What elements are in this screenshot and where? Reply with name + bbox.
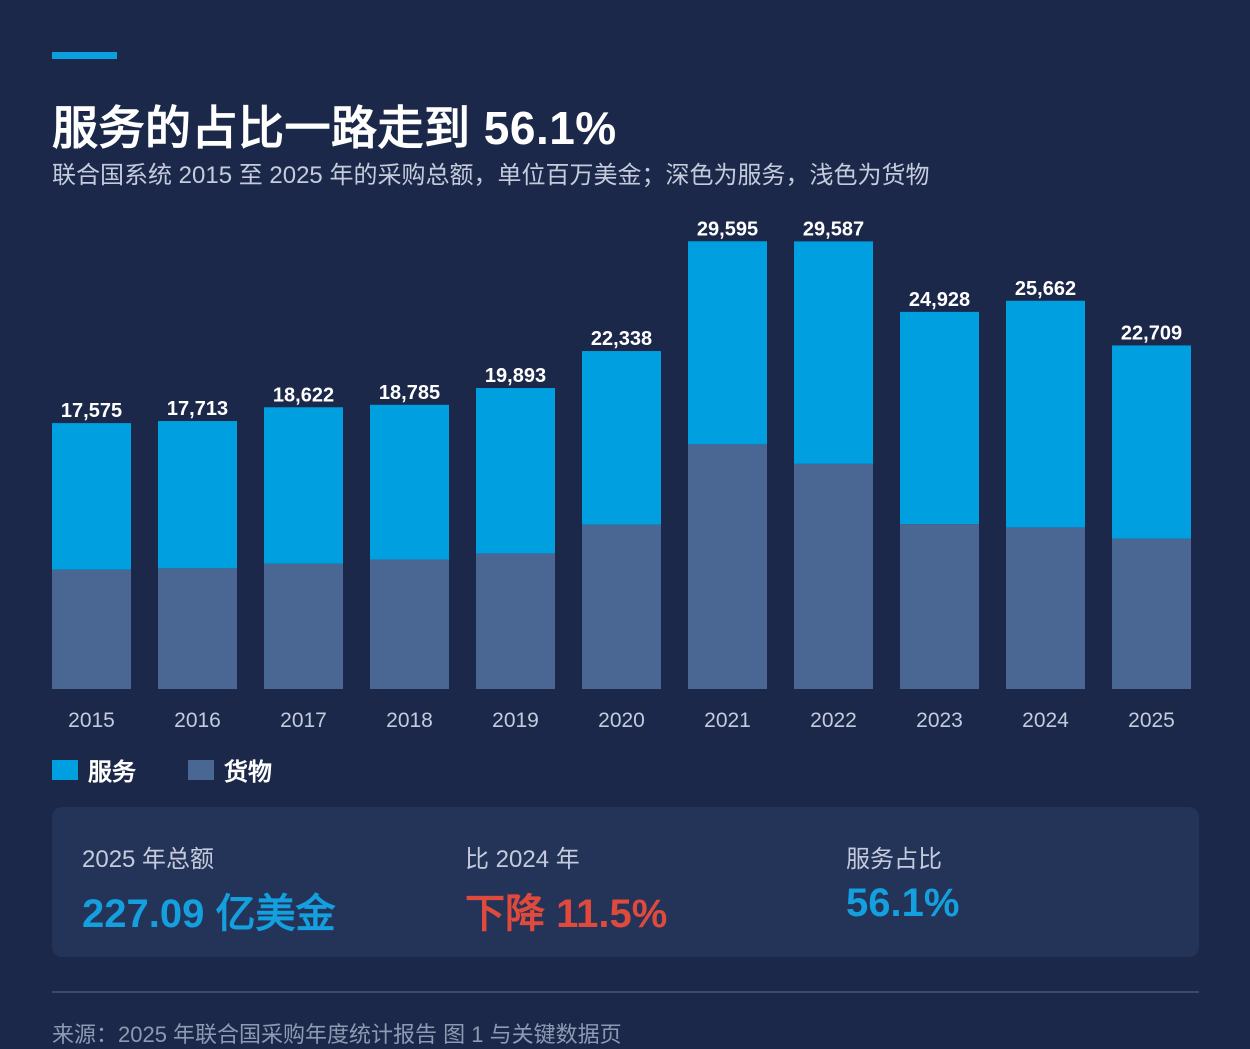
x-tick-label-2025: 2025 [1128,709,1175,732]
legend: 服务 货物 [52,752,324,787]
bar-services-2021 [688,241,767,445]
accent-bar [52,52,117,59]
bar-services-2020 [582,351,661,525]
bar-services-2025 [1112,345,1191,539]
stat-share-value: 56.1% [846,881,960,925]
stacked-bar-chart: 17,575 2015 17,713 2016 18,622 2017 18,785 2018… [52,218,1191,732]
bar-goods-2016 [158,568,237,689]
stat-total-label: 2025 年总额 [82,846,215,873]
stat-total-value: 227.09 亿美金 [82,892,336,936]
x-tick-label-2017: 2017 [280,709,327,732]
legend-item-services: 服务 [52,752,136,787]
source-note: 来源：2025 年联合国采购年度统计报告 图 1 与关键数据页 [52,1022,622,1047]
bar-goods-2020 [582,524,661,689]
legend-swatch-goods [188,759,214,780]
total-label-2024: 25,662 [1015,278,1076,300]
total-label-2020: 22,338 [591,328,652,350]
x-tick-label-2020: 2020 [598,709,645,732]
total-label-2018: 18,785 [379,382,440,404]
stat-share-label: 服务占比 [846,846,942,873]
total-label-2019: 19,893 [485,365,546,387]
stat-change-label: 比 2024 年 [465,846,580,873]
legend-item-goods: 货物 [188,752,272,787]
bar-services-2019 [476,388,555,554]
chart-subtitle: 联合国系统 2015 至 2025 年的采购总额，单位百万美金；深色为服务，浅色… [52,162,930,189]
footer-divider [52,991,1199,993]
x-tick-label-2023: 2023 [916,709,963,732]
x-tick-label-2016: 2016 [174,709,221,732]
bar-goods-2023 [900,524,979,689]
bar-services-2024 [1006,300,1085,528]
bar-goods-2021 [688,444,767,689]
legend-label-goods: 货物 [224,759,272,786]
legend-label-services: 服务 [88,759,136,786]
stat-change-value: 下降 11.5% [465,892,668,936]
x-tick-label-2021: 2021 [704,709,751,732]
total-label-2017: 18,622 [273,384,334,406]
bar-services-2023 [900,311,979,525]
total-label-2023: 24,928 [909,289,970,311]
bar-services-2016 [158,421,237,569]
x-tick-label-2015: 2015 [68,709,115,732]
x-tick-label-2019: 2019 [492,709,539,732]
total-label-2016: 17,713 [167,398,228,420]
bar-services-2022 [794,241,873,464]
bar-goods-2018 [370,559,449,689]
x-tick-label-2024: 2024 [1022,709,1069,732]
legend-swatch-services [52,759,78,780]
bar-goods-2024 [1006,527,1085,689]
total-label-2022: 29,587 [803,218,864,240]
bar-goods-2019 [476,553,555,689]
total-label-2025: 22,709 [1121,322,1182,344]
chart-title: 服务的占比一路走到 56.1% [52,102,617,154]
bar-goods-2015 [52,569,131,689]
total-label-2021: 29,595 [697,218,758,240]
bar-services-2017 [264,407,343,564]
bar-goods-2017 [264,563,343,689]
bar-services-2018 [370,404,449,560]
bar-goods-2025 [1112,538,1191,689]
bar-services-2015 [52,423,131,570]
x-tick-label-2022: 2022 [810,709,857,732]
bar-goods-2022 [794,463,873,689]
total-label-2015: 17,575 [61,400,122,422]
key-stats-panel: 2025 年总额 227.09 亿美金 比 2024 年 下降 11.5% 服务… [52,807,1199,957]
x-tick-label-2018: 2018 [386,709,433,732]
